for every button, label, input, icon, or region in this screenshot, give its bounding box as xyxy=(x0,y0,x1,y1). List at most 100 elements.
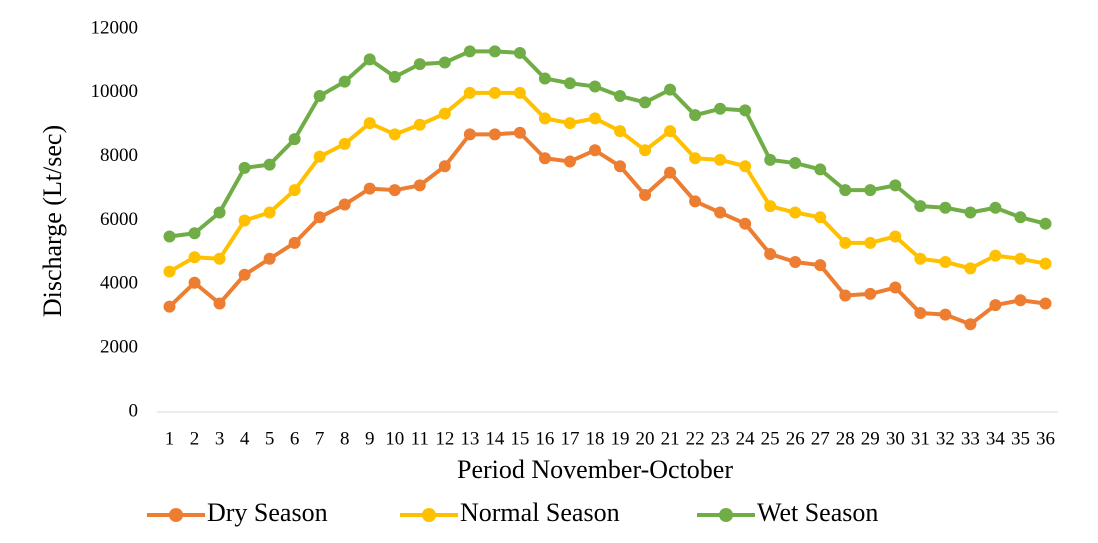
data-point xyxy=(339,76,351,88)
data-point xyxy=(314,211,326,223)
data-point xyxy=(389,184,401,196)
data-point xyxy=(639,144,651,156)
x-tick-label: 28 xyxy=(836,428,855,449)
data-point xyxy=(464,128,476,140)
data-point xyxy=(614,90,626,102)
data-point xyxy=(789,207,801,219)
legend-label: Wet Season xyxy=(757,498,878,527)
data-point xyxy=(189,277,201,289)
x-tick-label: 33 xyxy=(961,428,980,449)
data-point xyxy=(1014,211,1026,223)
data-point xyxy=(889,230,901,242)
y-tick-label: 8000 xyxy=(100,145,138,166)
data-point xyxy=(364,53,376,65)
data-point xyxy=(264,207,276,219)
data-point xyxy=(264,253,276,265)
data-point xyxy=(714,154,726,166)
data-point xyxy=(539,72,551,84)
data-point xyxy=(714,207,726,219)
data-point xyxy=(389,128,401,140)
data-point xyxy=(589,112,601,124)
data-point xyxy=(364,117,376,129)
data-point xyxy=(489,87,501,99)
x-tick-label: 19 xyxy=(611,428,630,449)
x-tick-label: 21 xyxy=(661,428,680,449)
data-point xyxy=(239,162,251,174)
x-tick-label: 10 xyxy=(385,428,404,449)
data-point xyxy=(839,290,851,302)
data-point xyxy=(339,199,351,211)
y-tick-label: 4000 xyxy=(100,273,138,294)
data-point xyxy=(839,237,851,249)
x-tick-label: 34 xyxy=(986,428,1006,449)
data-point xyxy=(739,218,751,230)
data-point xyxy=(914,307,926,319)
data-point xyxy=(439,160,451,172)
data-point xyxy=(214,297,226,309)
y-tick-label: 12000 xyxy=(91,17,139,38)
x-tick-label: 14 xyxy=(485,428,505,449)
data-point xyxy=(1039,218,1051,230)
data-point xyxy=(164,230,176,242)
data-point xyxy=(464,87,476,99)
data-point xyxy=(564,155,576,167)
x-tick-label: 15 xyxy=(510,428,529,449)
data-point xyxy=(914,253,926,265)
data-point xyxy=(739,104,751,116)
x-tick-label: 30 xyxy=(886,428,905,449)
y-tick-label: 10000 xyxy=(91,81,139,102)
data-point xyxy=(339,138,351,150)
x-tick-label: 11 xyxy=(411,428,429,449)
data-point xyxy=(664,125,676,137)
legend-marker xyxy=(422,508,436,522)
data-point xyxy=(264,159,276,171)
data-point xyxy=(864,237,876,249)
x-tick-label: 24 xyxy=(736,428,756,449)
data-point xyxy=(1039,258,1051,270)
data-point xyxy=(439,108,451,120)
data-point xyxy=(689,152,701,164)
x-tick-label: 7 xyxy=(315,428,325,449)
data-point xyxy=(939,202,951,214)
data-point xyxy=(789,157,801,169)
data-point xyxy=(764,154,776,166)
x-tick-label: 4 xyxy=(240,428,250,449)
data-point xyxy=(764,200,776,212)
x-tick-label: 8 xyxy=(340,428,350,449)
data-point xyxy=(189,227,201,239)
x-axis-title: Period November-October xyxy=(457,455,733,484)
data-point xyxy=(914,200,926,212)
data-point xyxy=(414,119,426,131)
data-point xyxy=(539,112,551,124)
data-point xyxy=(639,189,651,201)
data-point xyxy=(314,90,326,102)
data-point xyxy=(414,179,426,191)
x-tick-label: 5 xyxy=(265,428,275,449)
x-tick-label: 35 xyxy=(1011,428,1030,449)
data-point xyxy=(664,84,676,96)
data-point xyxy=(189,251,201,263)
data-point xyxy=(839,184,851,196)
x-tick-label: 6 xyxy=(290,428,300,449)
legend-marker xyxy=(719,508,733,522)
y-tick-label: 0 xyxy=(129,400,139,421)
x-tick-label: 27 xyxy=(811,428,830,449)
data-point xyxy=(639,96,651,108)
legend-marker xyxy=(169,508,183,522)
data-point xyxy=(1014,294,1026,306)
x-tick-label: 36 xyxy=(1036,428,1055,449)
data-point xyxy=(814,163,826,175)
y-tick-label: 6000 xyxy=(100,209,138,230)
x-tick-label: 9 xyxy=(365,428,375,449)
data-point xyxy=(164,266,176,278)
x-tick-label: 16 xyxy=(535,428,554,449)
data-point xyxy=(239,215,251,227)
x-tick-label: 13 xyxy=(460,428,479,449)
x-tick-label: 23 xyxy=(711,428,730,449)
data-point xyxy=(739,160,751,172)
data-point xyxy=(1014,253,1026,265)
data-point xyxy=(164,301,176,313)
x-tick-label: 1 xyxy=(165,428,175,449)
data-point xyxy=(514,47,526,59)
x-tick-label: 2 xyxy=(190,428,200,449)
